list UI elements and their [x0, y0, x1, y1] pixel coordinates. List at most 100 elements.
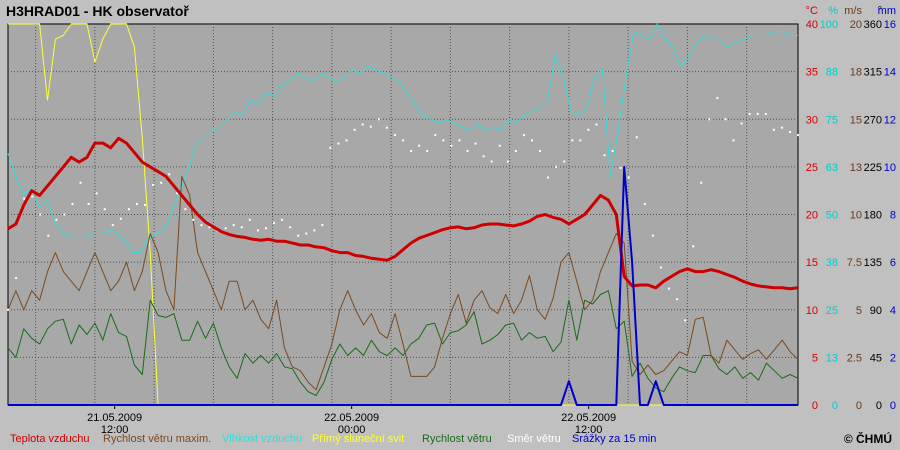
wind-direction-point	[305, 232, 308, 235]
x-tick-label: 12:00	[575, 424, 603, 436]
axis-tick-label: 13	[826, 352, 838, 364]
wind-direction-point	[369, 125, 372, 128]
axis-tick-label: 6	[890, 257, 896, 269]
wind-direction-point	[297, 234, 300, 237]
axis-tick-label: 135	[864, 257, 882, 269]
wind-direction-point	[764, 112, 767, 115]
wind-direction-point	[23, 197, 26, 200]
axis-tick-label: 180	[864, 210, 882, 222]
series-wind-direction	[7, 97, 799, 322]
wind-direction-point	[337, 142, 340, 145]
axis-tick-label: 5	[856, 305, 862, 317]
wind-direction-point	[426, 150, 429, 152]
x-tick-label: 22.05.2009	[324, 412, 379, 424]
axis-unit-label: °C	[806, 5, 818, 17]
wind-direction-point	[329, 146, 332, 149]
wind-direction-point	[788, 130, 791, 133]
wind-direction-point	[111, 224, 114, 227]
wind-direction-point	[571, 139, 574, 142]
axis-tick-label: 2	[890, 352, 896, 364]
chart-title: H3HRAD01 - HK observatoř	[6, 3, 189, 19]
wind-direction-point	[514, 150, 517, 152]
wind-direction-point	[95, 192, 98, 195]
axis-tick-label: 30	[806, 114, 818, 126]
legend-humidity: Vlhkost vzduchu	[222, 433, 303, 445]
wind-direction-point	[200, 224, 203, 227]
axis-unit-label: %	[828, 5, 838, 17]
wind-direction-point	[708, 118, 711, 121]
wind-direction-point	[474, 142, 477, 145]
wind-direction-point	[224, 227, 227, 230]
axis-tick-label: 63	[826, 162, 838, 174]
series-line-0	[7, 136, 799, 291]
axis-tick-label: 5	[812, 352, 818, 364]
wind-direction-point	[289, 226, 292, 229]
wind-direction-point	[281, 218, 284, 221]
wind-direction-point	[724, 118, 727, 121]
axis-tick-label: 4	[890, 305, 896, 317]
axis-tick-label: 10	[884, 162, 896, 174]
axis-tick-label: 16	[884, 19, 896, 31]
wind-direction-point	[39, 213, 42, 216]
wind-direction-point	[684, 319, 687, 322]
wind-direction-point	[555, 165, 558, 168]
axis-tick-label: 14	[884, 67, 896, 79]
plot-area	[7, 23, 799, 406]
axis-tick-label: 90	[870, 305, 882, 317]
wind-direction-point	[563, 160, 566, 163]
wind-direction-point	[313, 229, 316, 232]
wind-direction-point	[772, 128, 775, 131]
wind-direction-point	[63, 213, 66, 216]
wind-direction-point	[635, 136, 638, 139]
wind-direction-point	[55, 218, 58, 221]
wind-direction-point	[321, 224, 324, 227]
axis-tick-label: 315	[864, 67, 882, 79]
wind-direction-point	[530, 139, 533, 142]
wind-direction-point	[498, 144, 501, 147]
wind-direction-point	[377, 118, 380, 121]
x-tick-label: 12:00	[101, 424, 129, 436]
axis-unit-label: mm	[878, 5, 896, 17]
wind-direction-point	[668, 287, 671, 290]
axis-tick-label: 18	[850, 67, 862, 79]
axis-tick-label: 360	[864, 19, 882, 31]
wind-direction-point	[466, 150, 469, 152]
wind-direction-point	[353, 128, 356, 131]
series-line-2	[7, 23, 798, 254]
wind-direction-point	[434, 134, 437, 137]
axis-tick-label: 0	[856, 400, 862, 412]
axis-unit-label: °	[878, 5, 882, 17]
wind-direction-point	[442, 139, 445, 142]
wind-direction-point	[603, 154, 606, 157]
axis-tick-label: 0	[890, 400, 896, 412]
axis-tick-label: 8	[890, 210, 896, 222]
wind-direction-point	[168, 173, 171, 176]
axis-tick-label: 25	[826, 305, 838, 317]
wind-direction-point	[506, 160, 509, 163]
axis-tick-label: 2.5	[847, 352, 862, 364]
wind-direction-point	[71, 202, 74, 205]
wind-direction-point	[256, 229, 259, 232]
wind-direction-point	[700, 181, 703, 184]
axis-unit-label: m/s	[844, 5, 862, 17]
axis-tick-label: 12	[884, 114, 896, 126]
wind-direction-point	[7, 308, 9, 311]
wind-direction-point	[345, 139, 348, 142]
wind-direction-point	[410, 150, 413, 152]
wind-direction-point	[119, 217, 122, 220]
wind-direction-point	[402, 139, 404, 142]
axis-tick-label: 15	[850, 114, 862, 126]
wind-direction-point	[732, 139, 735, 142]
wind-direction-point	[619, 166, 622, 169]
series-line-4	[7, 290, 799, 396]
wind-direction-point	[756, 112, 759, 115]
wind-direction-point	[264, 227, 267, 230]
wind-direction-point	[184, 208, 187, 211]
axis-tick-label: 225	[864, 162, 882, 174]
wind-direction-point	[135, 202, 138, 205]
axis-tick-label: 7.5	[847, 257, 862, 269]
wind-direction-point	[232, 224, 235, 227]
wind-direction-point	[627, 176, 630, 179]
wind-direction-point	[418, 144, 421, 147]
